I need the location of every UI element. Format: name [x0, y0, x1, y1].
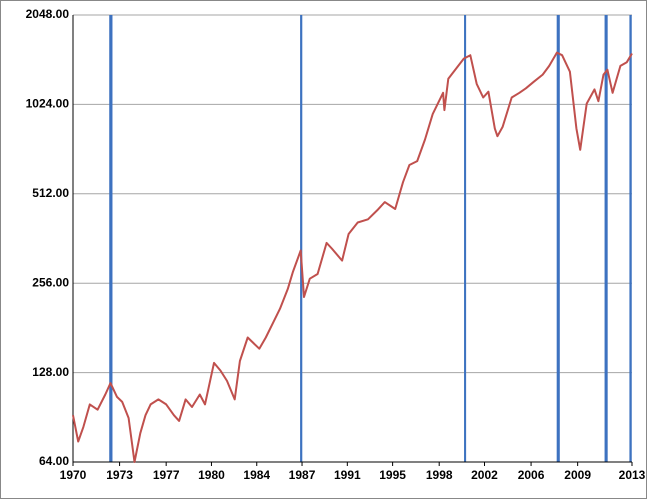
- x-tick-label: 2006: [518, 468, 545, 482]
- x-tick-label: 2002: [471, 468, 498, 482]
- y-tick-label: 1024.00: [26, 97, 70, 111]
- x-tick-label: 1987: [289, 468, 316, 482]
- highlight-band: [629, 15, 632, 462]
- data-line: [72, 51, 633, 463]
- highlight-band: [109, 15, 113, 462]
- y-tick-label: 64.00: [39, 454, 69, 468]
- x-tick-label: 1984: [243, 468, 270, 482]
- y-tick-label: 256.00: [32, 275, 69, 289]
- highlight-band: [464, 15, 467, 462]
- x-tick-label: 1977: [153, 468, 180, 482]
- x-tick-label: 1995: [379, 468, 406, 482]
- x-tick-label: 1991: [334, 468, 361, 482]
- x-tick-label: 1973: [106, 468, 133, 482]
- x-tick-label: 1998: [426, 468, 453, 482]
- highlight-band: [300, 15, 303, 462]
- y-tick-label: 2048.00: [26, 7, 70, 21]
- x-tick-label: 2009: [564, 468, 591, 482]
- x-tick-label: 1970: [60, 468, 87, 482]
- x-tick-label: 2013: [619, 468, 646, 482]
- x-tick-label: 1980: [198, 468, 225, 482]
- highlight-band: [556, 15, 560, 462]
- y-tick-label: 512.00: [32, 186, 69, 200]
- highlight-band: [604, 15, 608, 462]
- y-tick-label: 128.00: [32, 365, 69, 379]
